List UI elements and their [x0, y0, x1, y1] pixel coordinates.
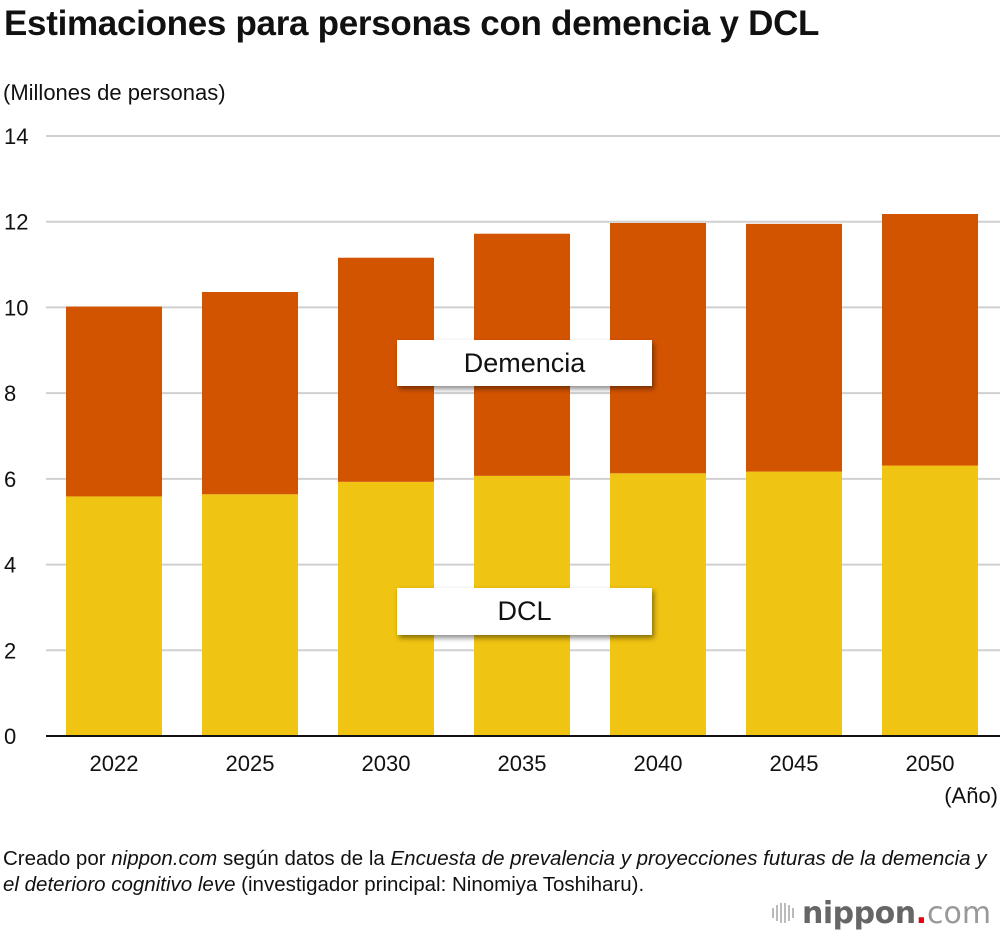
x-tick-label: 2025 — [226, 751, 275, 776]
y-tick-label: 4 — [4, 553, 16, 578]
y-tick-label: 10 — [4, 295, 28, 320]
y-axis-unit-label: (Millones de personas) — [3, 80, 226, 105]
x-tick-label: 2022 — [90, 751, 139, 776]
y-tick-label: 14 — [4, 124, 28, 149]
stacked-bar-chart: 0 2 4 6 8 10 12 14 2022 2025 2030 2035 2040 2045 2050… — [4, 124, 1000, 808]
bar-dcl-2050 — [882, 465, 978, 736]
x-axis-unit-label: (Año) — [944, 783, 998, 808]
y-axis-ticks: 0 2 4 6 8 10 12 14 — [4, 124, 28, 749]
x-tick-label: 2040 — [634, 751, 683, 776]
bars — [66, 214, 978, 736]
nippon-logo[interactable]: nippon. com — [772, 895, 992, 931]
source-suffix: (investigador principal: Ninomiya Toshih… — [235, 873, 645, 896]
y-tick-label: 0 — [4, 724, 16, 749]
y-tick-label: 12 — [4, 210, 28, 235]
bar-dcl-2045 — [746, 471, 842, 736]
x-tick-label: 2030 — [362, 751, 411, 776]
bar-demencia-2025 — [202, 292, 298, 495]
series-label-demencia: Demencia — [397, 340, 652, 386]
bar-demencia-2050 — [882, 214, 978, 466]
bar-dcl-2025 — [202, 494, 298, 736]
series-label-dcl: DCL — [397, 588, 652, 635]
x-tick-label: 2050 — [906, 751, 955, 776]
logo-dot: . — [915, 895, 927, 931]
source-survey: Encuesta de prevalencia y proyecciones f… — [3, 847, 987, 896]
chart-title: Estimaciones para personas con demencia … — [4, 4, 820, 43]
y-tick-label: 6 — [4, 467, 16, 492]
source-site: nippon.com — [111, 847, 218, 870]
bar-dcl-2022 — [66, 496, 162, 736]
logo-name: nippon — [802, 895, 916, 931]
source-note: Creado por nippon.com según datos de la … — [3, 846, 1000, 898]
source-middle: según datos de la — [217, 847, 391, 870]
x-tick-label: 2035 — [498, 751, 547, 776]
x-axis-ticks: 2022 2025 2030 2035 2040 2045 2050 — [90, 751, 955, 776]
source-prefix: Creado por — [3, 847, 112, 870]
logo-tld: com — [926, 895, 992, 931]
x-tick-label: 2045 — [770, 751, 819, 776]
bar-demencia-2045 — [746, 223, 842, 472]
bar-demencia-2022 — [66, 306, 162, 497]
sound-bars-icon — [772, 903, 794, 923]
y-tick-label: 8 — [4, 381, 16, 406]
y-tick-label: 2 — [4, 638, 16, 663]
